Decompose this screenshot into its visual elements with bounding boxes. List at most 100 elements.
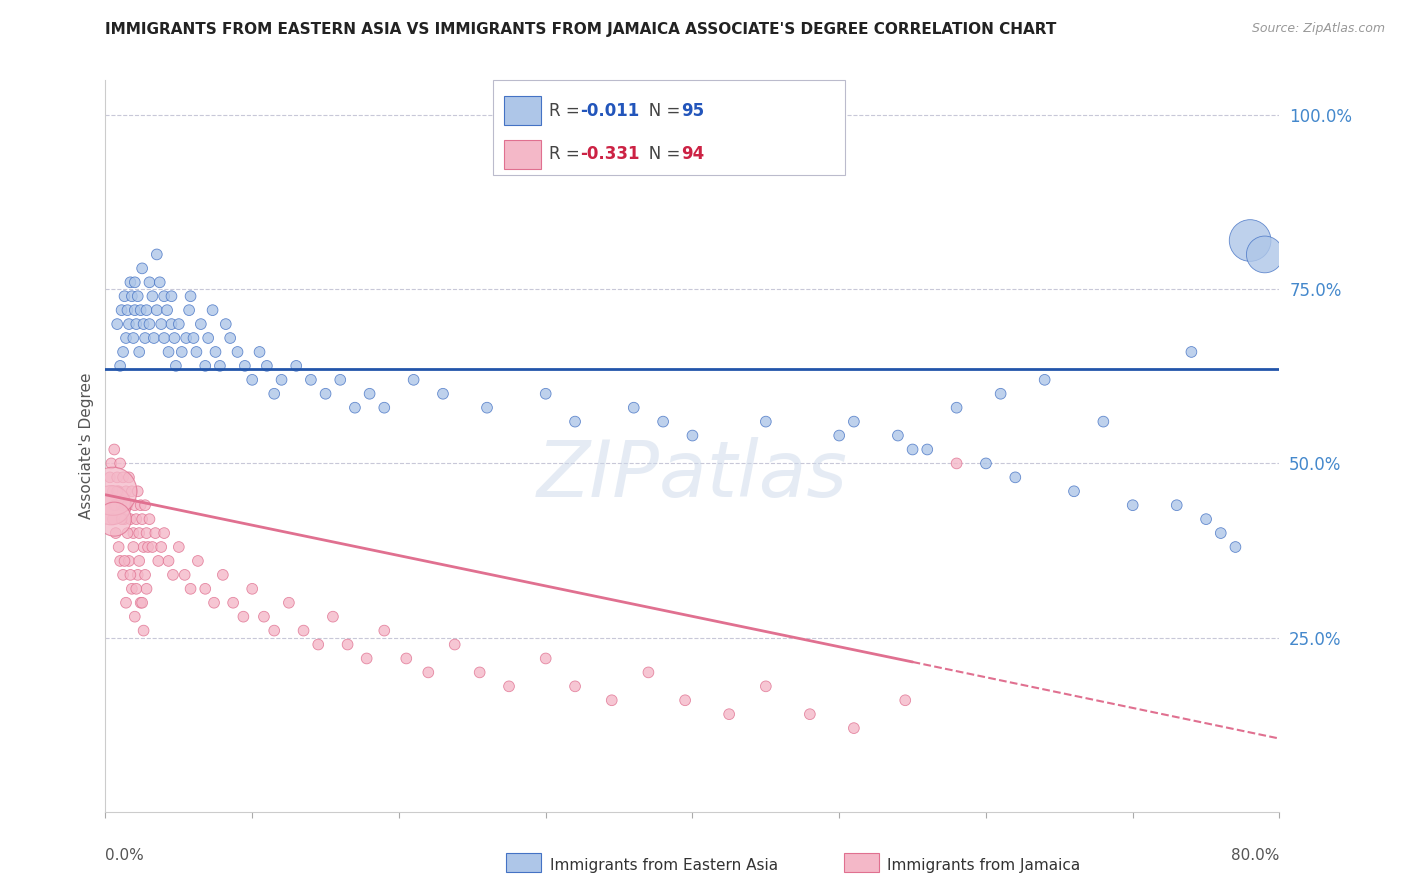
Point [128,554,150,568]
Point [157,554,180,568]
Point [475,401,498,415]
Text: R =: R = [550,102,585,120]
Point [167,540,190,554]
Point [322,609,344,624]
Point [124,275,146,289]
Point [131,261,153,276]
Point [1180,345,1202,359]
Point [285,359,308,373]
Point [186,345,208,359]
Point [356,651,378,665]
Y-axis label: Associate's Degree: Associate's Degree [79,373,94,519]
Point [828,428,851,442]
Point [194,582,217,596]
Point [623,401,645,415]
Point [718,707,741,722]
Point [134,498,156,512]
Point [132,624,155,638]
Point [226,345,249,359]
Point [115,596,138,610]
Point [117,303,139,318]
Point [136,540,159,554]
Point [256,359,278,373]
Point [1063,484,1085,499]
Point [418,665,440,680]
Point [107,540,129,554]
Point [135,526,157,541]
Point [204,345,226,359]
Point [917,442,939,457]
Point [122,526,145,541]
Point [115,331,138,345]
Point [652,415,675,429]
Point [122,331,145,345]
Point [118,317,141,331]
Point [153,526,176,541]
Point [121,289,143,303]
Point [138,512,160,526]
Point [222,596,245,610]
Point [115,484,138,499]
Point [153,331,176,345]
Point [1254,247,1277,261]
Point [177,303,200,318]
Point [1092,415,1115,429]
Point [138,317,160,331]
Point [343,401,366,415]
Point [114,512,136,526]
Point [945,457,967,471]
Point [156,303,179,318]
Point [107,484,129,499]
Point [208,359,231,373]
Point [146,303,169,318]
Point [1033,373,1056,387]
Point [153,289,176,303]
Point [134,331,156,345]
Point [129,596,152,610]
Point [103,512,125,526]
Point [125,317,148,331]
Point [112,470,135,484]
Point [432,386,454,401]
Point [125,582,148,596]
Text: N =: N = [634,102,686,120]
Point [299,373,322,387]
Point [100,498,122,512]
Point [842,415,865,429]
Point [108,457,131,471]
Point [150,540,173,554]
Text: -0.331: -0.331 [581,145,640,163]
Point [125,512,148,526]
Point [142,331,165,345]
Point [292,624,315,638]
Point [173,567,195,582]
Point [183,331,205,345]
Point [122,540,145,554]
Point [104,498,127,512]
Point [443,638,465,652]
Point [395,651,418,665]
Point [165,359,187,373]
Point [887,428,910,442]
Point [263,386,285,401]
Point [124,303,146,318]
Point [187,554,209,568]
Text: -0.011: -0.011 [581,102,640,120]
Point [1239,234,1261,248]
Text: 0.0%: 0.0% [105,848,145,863]
Point [108,359,131,373]
Point [101,512,124,526]
Point [117,498,139,512]
Point [373,624,395,638]
Point [600,693,623,707]
Point [215,317,238,331]
Point [233,359,256,373]
Point [104,526,127,541]
Point [240,373,263,387]
Point [127,567,149,582]
Point [174,331,197,345]
Point [329,373,352,387]
Point [197,331,219,345]
Point [114,289,136,303]
Point [359,386,381,401]
